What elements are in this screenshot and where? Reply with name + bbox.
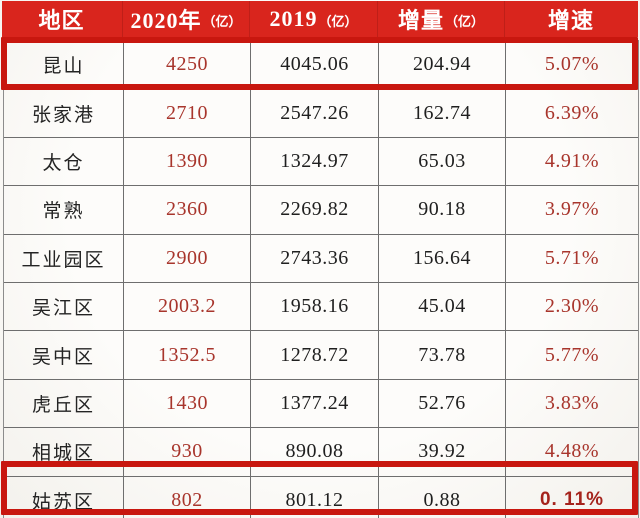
delta-cell: 73.78 bbox=[379, 331, 506, 379]
growth-rate-cell: 4.91% bbox=[544, 149, 600, 172]
region-cell: 常熟 bbox=[4, 186, 124, 234]
table-header-row: 地区 2020年 （亿） 2019 （亿） 增量 （亿） 增速 bbox=[2, 1, 638, 37]
growth-rate-cell: 5.71% bbox=[544, 246, 600, 269]
value-2020-cell: 2360 bbox=[124, 186, 251, 234]
header-delta-label: 增量 bbox=[397, 8, 444, 33]
delta-cell: 45.04 bbox=[379, 282, 506, 331]
table-row-huqiu: 虎丘区 1430 1377.24 52.76 3.83% bbox=[4, 379, 638, 429]
region-cell: 姑苏区 bbox=[4, 476, 124, 518]
value-2019-cell: 2547.26 bbox=[251, 89, 379, 137]
value-2019-cell: 801.12 bbox=[251, 476, 379, 518]
region-cell: 工业园区 bbox=[4, 234, 124, 282]
delta-cell: 156.64 bbox=[379, 234, 506, 282]
value-2020-cell: 1430 bbox=[124, 379, 251, 428]
delta-cell: 0.88 bbox=[379, 476, 506, 518]
value-2019-cell: 1958.16 bbox=[251, 282, 379, 331]
value-2020-cell: 2003.2 bbox=[124, 282, 251, 331]
value-2019-cell: 890.08 bbox=[251, 428, 379, 476]
table-row-kunshan: 昆山 4250 4045.06 204.94 5.07% bbox=[4, 41, 638, 90]
region-cell: 吴江区 bbox=[4, 282, 124, 331]
value-2020-cell: 802 bbox=[124, 476, 251, 518]
header-2019: 2019 （亿） bbox=[250, 1, 378, 37]
region-cell: 昆山 bbox=[4, 41, 124, 89]
growth-rate-cell: 5.07% bbox=[544, 53, 600, 76]
growth-rate-cell: 5.77% bbox=[544, 343, 600, 366]
growth-rate-cell: 3.83% bbox=[544, 391, 600, 414]
growth-rate-cell: 3.97% bbox=[544, 198, 600, 221]
header-rate-label: 增速 bbox=[547, 8, 594, 33]
header-rate: 增速 bbox=[505, 1, 638, 37]
region-cell: 虎丘区 bbox=[4, 379, 124, 428]
value-2020-cell: 1390 bbox=[124, 137, 251, 186]
growth-rate-cell: 4.48% bbox=[544, 440, 600, 463]
header-2020: 2020年 （亿） bbox=[123, 1, 250, 37]
region-cell: 太仓 bbox=[4, 137, 124, 186]
table-row-wujiang: 吴江区 2003.2 1958.16 45.04 2.30% bbox=[4, 282, 638, 332]
header-2019-label: 2019 bbox=[269, 6, 318, 31]
table-row-xiangcheng: 相城区 930 890.08 39.92 4.48% bbox=[4, 428, 638, 477]
value-2019-cell: 2269.82 bbox=[251, 186, 379, 234]
table-row-gusu: 姑苏区 802 801.12 0.88 0. 11% bbox=[4, 476, 638, 518]
value-2020-cell: 1352.5 bbox=[124, 331, 251, 379]
value-2020-cell: 4250 bbox=[124, 41, 251, 89]
table-row-zhangjiagang: 张家港 2710 2547.26 162.74 6.39% bbox=[4, 89, 638, 138]
value-2019-cell: 2743.36 bbox=[251, 234, 379, 282]
header-delta-unit: （亿） bbox=[445, 14, 485, 29]
table-row-gongyeyuanqu: 工业园区 2900 2743.36 156.64 5.71% bbox=[4, 234, 638, 283]
value-2019-cell: 4045.06 bbox=[251, 41, 379, 89]
header-2020-unit: （亿） bbox=[202, 14, 242, 29]
header-2020-label: 2020年 bbox=[130, 8, 202, 33]
header-2019-unit: （亿） bbox=[318, 14, 358, 29]
value-2019-cell: 1278.72 bbox=[251, 331, 379, 379]
value-2019-cell: 1377.24 bbox=[251, 379, 379, 428]
table-row-taicang: 太仓 1390 1324.97 65.03 4.91% bbox=[4, 137, 638, 187]
delta-cell: 39.92 bbox=[379, 428, 506, 476]
value-2020-cell: 2900 bbox=[124, 234, 251, 282]
header-region: 地区 bbox=[2, 1, 123, 37]
region-cell: 相城区 bbox=[4, 428, 124, 476]
delta-cell: 52.76 bbox=[379, 379, 506, 428]
header-region-label: 地区 bbox=[38, 8, 85, 33]
header-delta: 增量 （亿） bbox=[378, 1, 505, 37]
growth-rate-cell: 0. 11% bbox=[539, 489, 605, 511]
delta-cell: 65.03 bbox=[379, 137, 506, 186]
growth-rate-cell: 2.30% bbox=[544, 295, 600, 318]
table-body: 昆山 4250 4045.06 204.94 5.07% 张家港 2710 25… bbox=[3, 40, 639, 518]
growth-rate-cell: 6.39% bbox=[544, 101, 600, 124]
delta-cell: 204.94 bbox=[379, 41, 506, 89]
value-2020-cell: 2710 bbox=[124, 89, 251, 137]
table-row-wuzhong: 吴中区 1352.5 1278.72 73.78 5.77% bbox=[4, 331, 638, 380]
value-2020-cell: 930 bbox=[124, 428, 251, 476]
region-cell: 吴中区 bbox=[4, 331, 124, 379]
delta-cell: 90.18 bbox=[379, 186, 506, 234]
region-cell: 张家港 bbox=[4, 89, 124, 137]
table-row-changshu: 常熟 2360 2269.82 90.18 3.97% bbox=[4, 186, 638, 235]
value-2019-cell: 1324.97 bbox=[251, 137, 379, 186]
delta-cell: 162.74 bbox=[379, 89, 506, 137]
